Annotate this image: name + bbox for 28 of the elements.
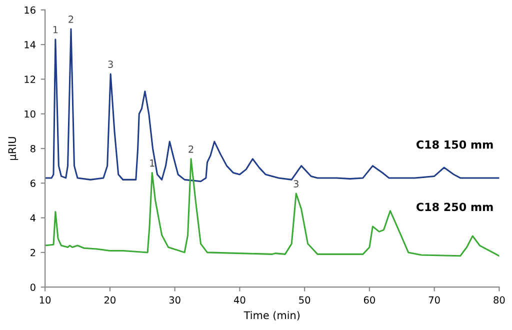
- x-tick-label: 20: [104, 296, 116, 304]
- y-tick-label: 10: [24, 110, 36, 118]
- x-tick-label: 60: [364, 296, 375, 304]
- annotation: 3: [108, 60, 113, 68]
- annotation: 1: [53, 26, 58, 34]
- y-tick-label: 14: [24, 41, 36, 48]
- y-tick-label: 2: [30, 248, 36, 256]
- y-tick-label: 0: [30, 284, 36, 291]
- y-axis-title: µRIU: [8, 137, 18, 160]
- x-tick-label: 40: [234, 296, 246, 304]
- x-tick-label: 50: [299, 296, 310, 304]
- text: C18 250 mm: [416, 202, 493, 212]
- x-tick-label: 10: [40, 296, 51, 304]
- text: C18 150 mm: [416, 140, 493, 149]
- annotation: 1: [150, 159, 154, 167]
- annotation: 3: [294, 180, 298, 188]
- y-tick-label: 6: [30, 180, 36, 187]
- y-tick-label: 8: [30, 144, 36, 152]
- annotation: 2: [188, 145, 194, 153]
- y-tick-label: 4: [30, 214, 36, 222]
- x-tick-label: 30: [169, 296, 180, 304]
- y-tick-label: 12: [24, 76, 36, 83]
- x-tick-label: 70: [428, 296, 440, 304]
- y-tick-label: 16: [24, 6, 36, 14]
- x-axis-title: Time (min): [244, 311, 300, 320]
- annotation: 2: [68, 16, 74, 23]
- line-series: [45, 158, 500, 257]
- x-tick-label: 80: [494, 296, 505, 304]
